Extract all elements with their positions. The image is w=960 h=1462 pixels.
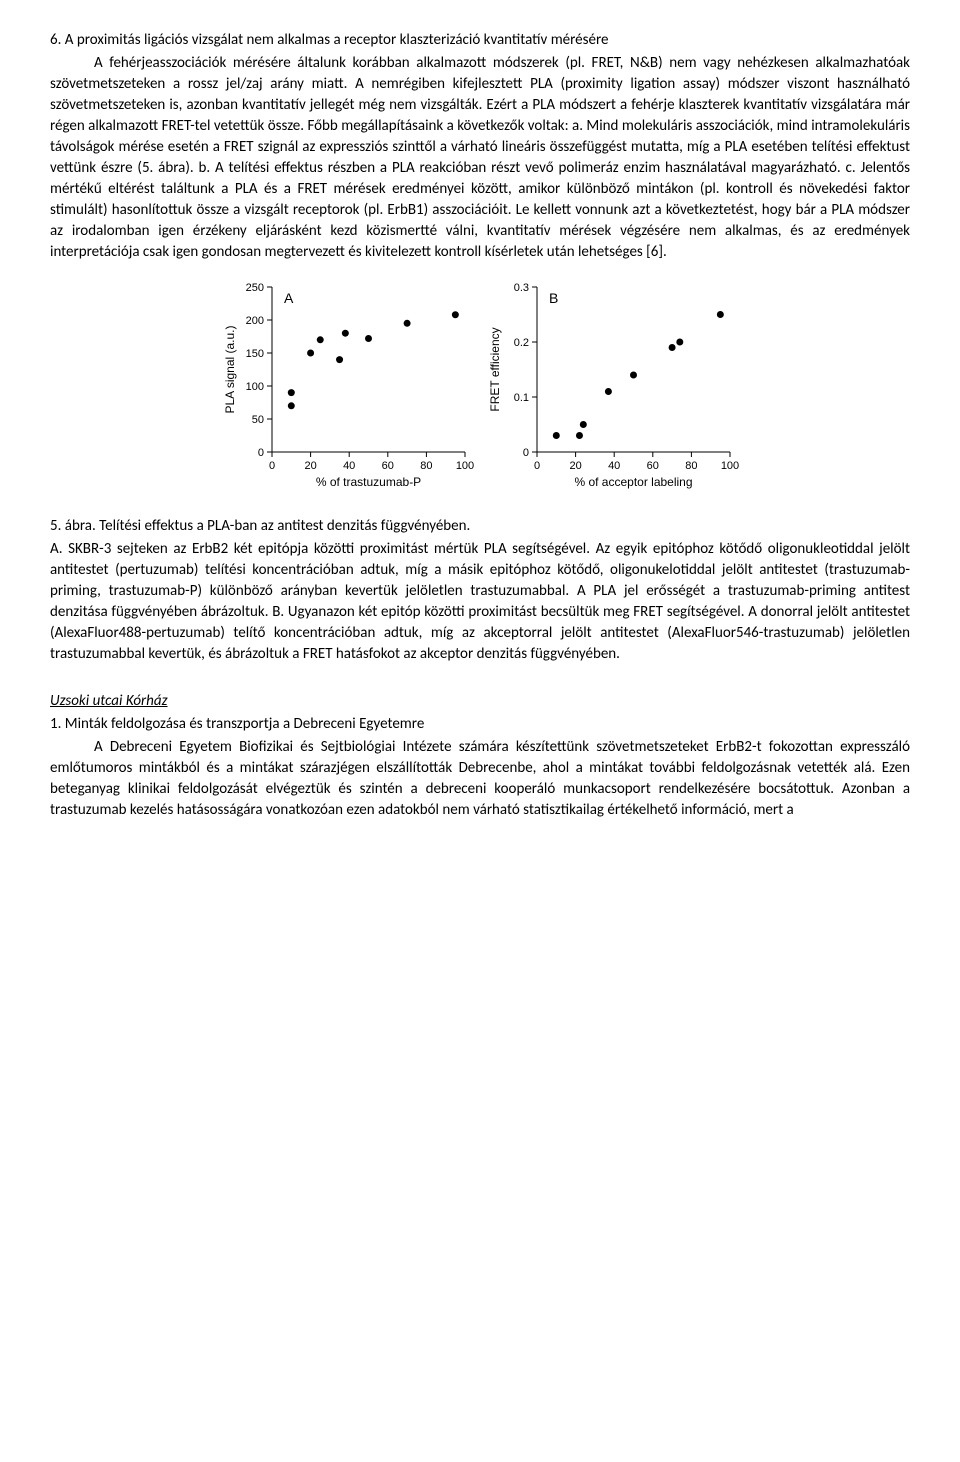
figure-5-caption-title: 5. ábra. Telítési effektus a PLA-ban az … xyxy=(50,516,910,537)
svg-text:A: A xyxy=(284,290,294,306)
figure-5-caption: 5. ábra. Telítési effektus a PLA-ban az … xyxy=(50,516,910,665)
svg-text:80: 80 xyxy=(420,460,432,472)
svg-text:40: 40 xyxy=(608,460,620,472)
chart-a-svg: 0 20 40 60 80 100 0 50 100 150 200 250 % of trastuzu… xyxy=(220,277,475,492)
section-6-heading: 6. A proximitás ligációs vizsgálat nem a… xyxy=(50,30,910,51)
svg-text:0.2: 0.2 xyxy=(514,337,529,349)
svg-text:100: 100 xyxy=(246,381,264,393)
svg-text:% of acceptor labeling: % of acceptor labeling xyxy=(574,475,692,489)
svg-text:100: 100 xyxy=(721,460,739,472)
figure-5-caption-body: A. SKBR-3 sejteken az ErbB2 két epitópja… xyxy=(50,539,910,665)
svg-text:80: 80 xyxy=(685,460,697,472)
svg-text:0: 0 xyxy=(534,460,540,472)
svg-text:60: 60 xyxy=(647,460,659,472)
svg-text:0.1: 0.1 xyxy=(514,392,529,404)
section-6-body: A fehérjeasszociációk mérésére általunk … xyxy=(50,53,910,263)
chart-a-container: 0 20 40 60 80 100 0 50 100 150 200 250 % of trastuzu… xyxy=(220,277,475,492)
item-1-body: A Debreceni Egyetem Biofizikai és Sejtbi… xyxy=(50,737,910,821)
svg-text:200: 200 xyxy=(246,315,264,327)
svg-text:% of trastuzumab-P: % of trastuzumab-P xyxy=(316,475,421,489)
svg-text:50: 50 xyxy=(252,414,264,426)
chart-b-svg: 0 20 40 60 80 100 0 0.1 0.2 0.3 % of acceptor labe… xyxy=(485,277,740,492)
item-1-heading: 1. Minták feldolgozása és transzportja a… xyxy=(50,714,910,735)
figure-5-charts: 020406080100050100150200250% of trastuzu… xyxy=(50,277,910,492)
svg-text:0: 0 xyxy=(269,460,275,472)
svg-text:60: 60 xyxy=(382,460,394,472)
svg-text:0: 0 xyxy=(523,447,529,459)
svg-text:20: 20 xyxy=(304,460,316,472)
svg-text:0.3: 0.3 xyxy=(514,282,529,294)
svg-text:40: 40 xyxy=(343,460,355,472)
section-6-heading-text: 6. A proximitás ligációs vizsgálat nem a… xyxy=(50,31,608,49)
svg-text:150: 150 xyxy=(246,348,264,360)
svg-text:250: 250 xyxy=(246,282,264,294)
svg-text:100: 100 xyxy=(456,460,474,472)
chart-b-container: 0 20 40 60 80 100 0 0.1 0.2 0.3 % of acceptor labe… xyxy=(485,277,740,492)
svg-text:FRET efficiency: FRET efficiency xyxy=(488,327,502,411)
svg-text:PLA signal (a.u.): PLA signal (a.u.) xyxy=(223,325,237,413)
svg-text:B: B xyxy=(549,290,558,306)
svg-text:20: 20 xyxy=(569,460,581,472)
uzsoki-heading: Uzsoki utcai Kórház xyxy=(50,691,910,712)
section-6-body-text: A fehérjeasszociációk mérésére általunk … xyxy=(50,53,910,263)
svg-text:0: 0 xyxy=(258,447,264,459)
